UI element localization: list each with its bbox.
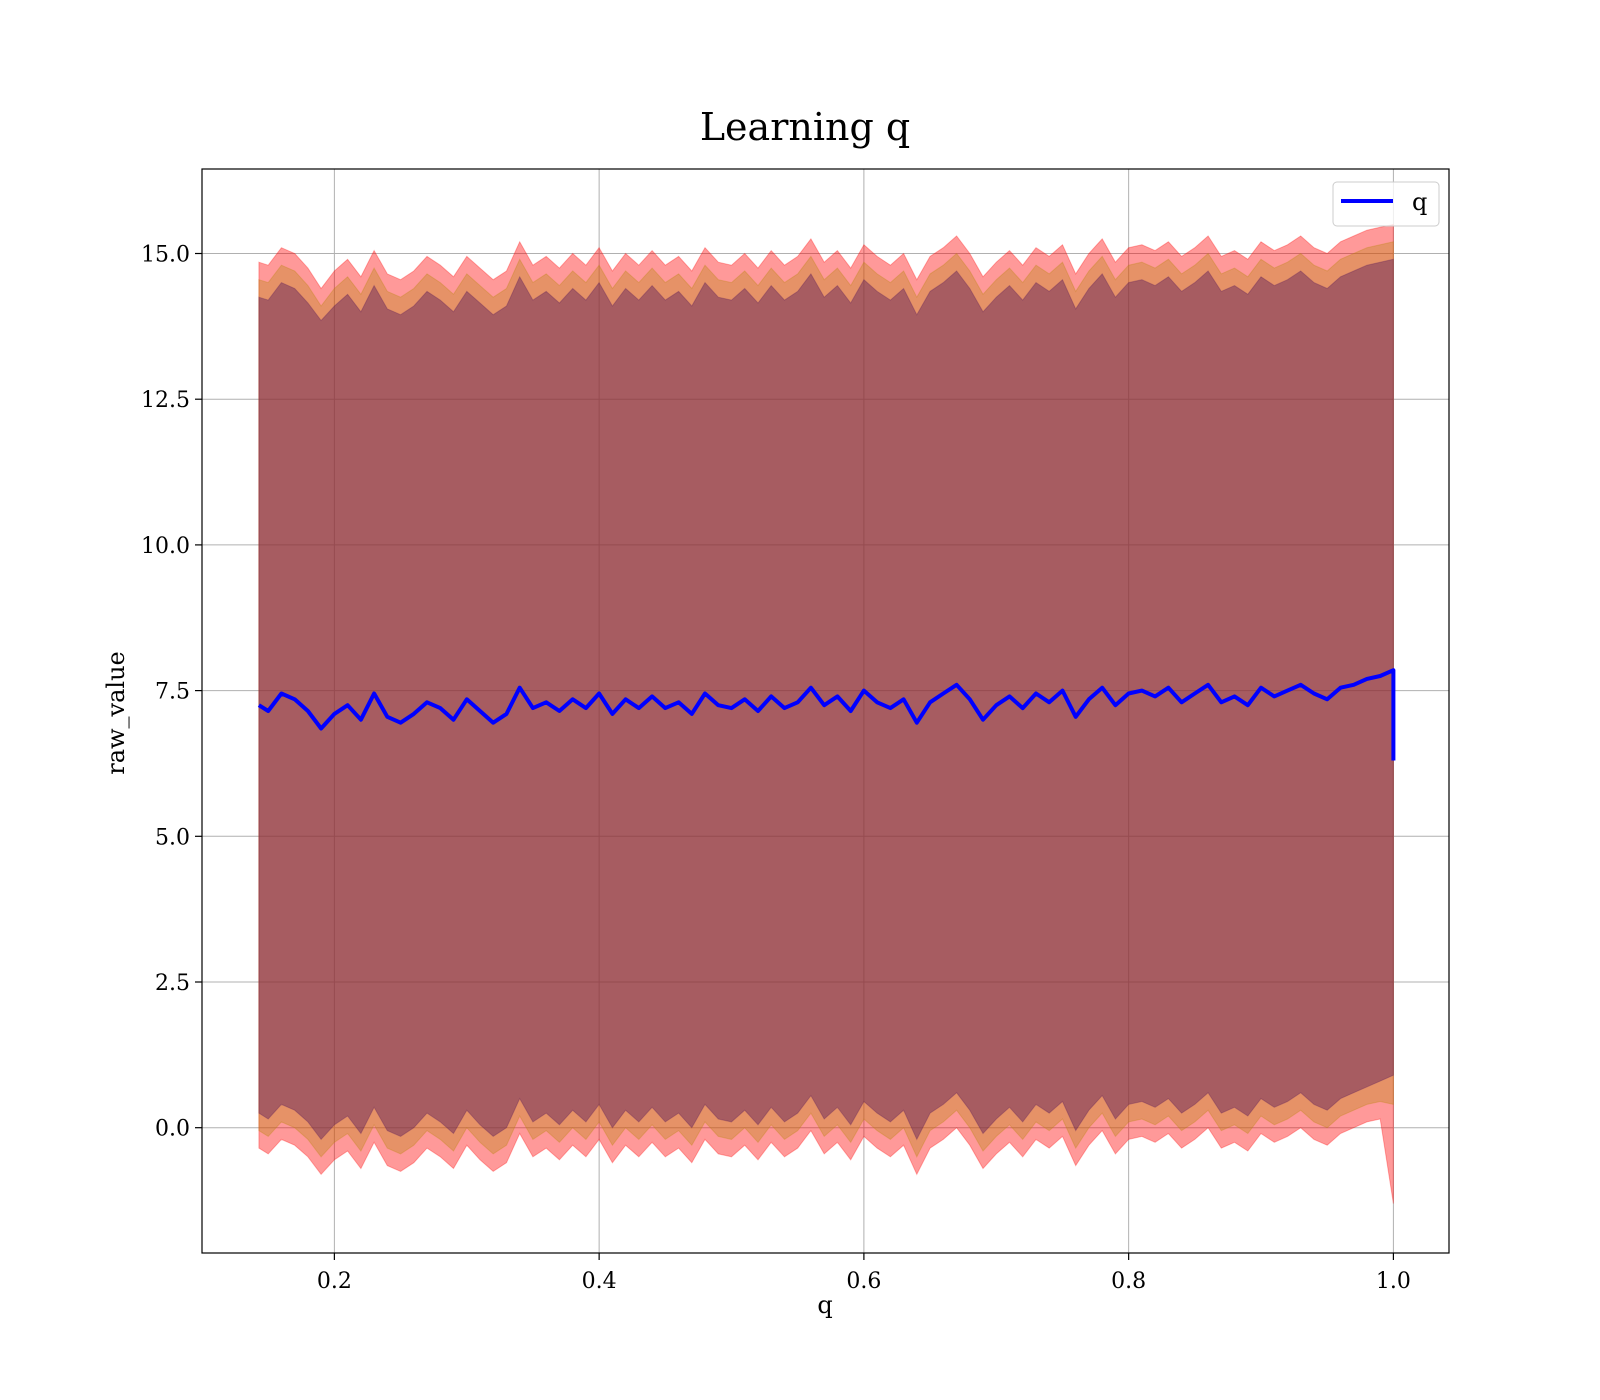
axes-frame bbox=[201, 168, 1450, 1254]
y-tick-label-5: 12.5 bbox=[141, 388, 190, 413]
y-tick-label-2: 5.0 bbox=[155, 825, 190, 850]
x-tick-label-1: 0.4 bbox=[582, 1269, 617, 1294]
chart-title: Learning q bbox=[700, 105, 910, 149]
x-axis-label: q bbox=[817, 1291, 832, 1319]
y-axis-label: raw_value bbox=[102, 651, 130, 775]
y-tick-label-1: 2.5 bbox=[155, 971, 190, 996]
x-tick-label-0: 0.2 bbox=[317, 1269, 352, 1294]
series-line-q bbox=[257, 668, 1396, 761]
y-tick-label-4: 10.0 bbox=[141, 534, 190, 559]
legend-box bbox=[1332, 181, 1440, 227]
band-inner bbox=[258, 258, 1394, 1141]
y-tick-label-3: 7.5 bbox=[155, 680, 190, 705]
x-tick-label-3: 0.8 bbox=[1111, 1269, 1146, 1294]
x-tick-label-4: 1.0 bbox=[1376, 1269, 1411, 1294]
legend: q bbox=[1332, 181, 1440, 227]
legend-label-q: q bbox=[1412, 188, 1427, 216]
y-tick-label-6: 15.0 bbox=[141, 243, 190, 268]
band-middle bbox=[258, 241, 1394, 1158]
band-outer bbox=[258, 223, 1394, 1204]
x-tick-label-2: 0.6 bbox=[846, 1269, 881, 1294]
y-tick-label-0: 0.0 bbox=[155, 1117, 190, 1142]
plot-area: 0.2 0.4 0.6 0.8 1.0 0.0 2.5 5.0 7.5 10.0 12.5 15.0 bbox=[141, 168, 1450, 1294]
